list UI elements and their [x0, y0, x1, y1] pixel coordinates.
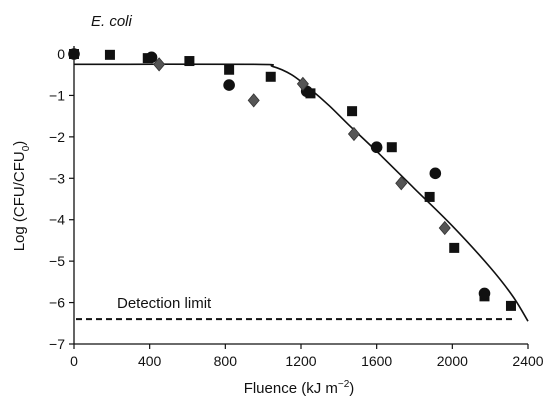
square-marker: [184, 56, 195, 67]
y-tick-label: −7: [49, 336, 65, 352]
square-marker: [104, 49, 115, 60]
circle-marker: [145, 51, 158, 64]
y-axis-label-main: Log (CFU/CFU: [11, 151, 28, 251]
diamond-marker: [347, 126, 360, 142]
square-marker: [386, 142, 397, 153]
diamond-marker: [438, 220, 451, 236]
square-marker: [265, 71, 276, 82]
square-marker: [449, 242, 460, 253]
x-axis-label-close: ): [349, 380, 354, 397]
y-tick-label: −2: [49, 129, 65, 145]
circle-marker: [478, 287, 491, 300]
y-tick-label: 0: [57, 46, 65, 62]
diamond-marker: [153, 57, 166, 72]
x-tick-label: 2400: [512, 353, 543, 369]
y-tick-label: −6: [49, 295, 65, 311]
diamond-marker: [296, 76, 309, 91]
y-tick-label: −5: [49, 253, 65, 269]
x-tick-label: 800: [214, 353, 238, 369]
axis-ticks: [69, 53, 529, 349]
y-axis-label-subscript: 0: [21, 145, 32, 151]
circle-marker: [370, 141, 383, 154]
x-tick-label: 400: [138, 353, 162, 369]
circle-marker: [68, 48, 80, 60]
square-marker: [424, 191, 435, 202]
y-tick-label: −3: [49, 170, 65, 186]
x-axis-label: Fluence (kJ m−2): [244, 379, 355, 397]
y-axis-label: Log (CFU/CFU0): [11, 141, 32, 252]
x-tick-label: 1200: [285, 353, 316, 369]
data-markers: [68, 48, 516, 311]
diamond-marker: [395, 176, 408, 191]
x-tick-label: 1600: [361, 353, 392, 369]
y-axis-label-close: ): [11, 141, 28, 146]
chart-title: E. coli: [91, 13, 133, 30]
square-marker: [347, 106, 358, 117]
x-tick-label: 2000: [437, 353, 468, 369]
y-tick-label: −4: [49, 212, 65, 228]
x-axis-label-main: Fluence (kJ m: [244, 380, 338, 397]
fit-curve: [73, 63, 529, 322]
detection-limit-group: Detection limit: [76, 295, 516, 321]
x-axis-label-exponent: −2: [338, 379, 350, 390]
square-marker: [224, 64, 235, 75]
square-marker: [505, 300, 516, 311]
circle-marker: [223, 79, 235, 91]
x-tick-label: 0: [70, 353, 78, 369]
detection-limit-label: Detection limit: [117, 295, 212, 312]
tick-labels: 0 400 800 1200 1600 2000 2400 0 −1 −2 −3 −4 −5 −6 −7: [49, 46, 544, 369]
y-tick-label: −1: [49, 87, 65, 103]
diamond-marker: [247, 93, 260, 108]
circle-marker: [429, 167, 442, 180]
